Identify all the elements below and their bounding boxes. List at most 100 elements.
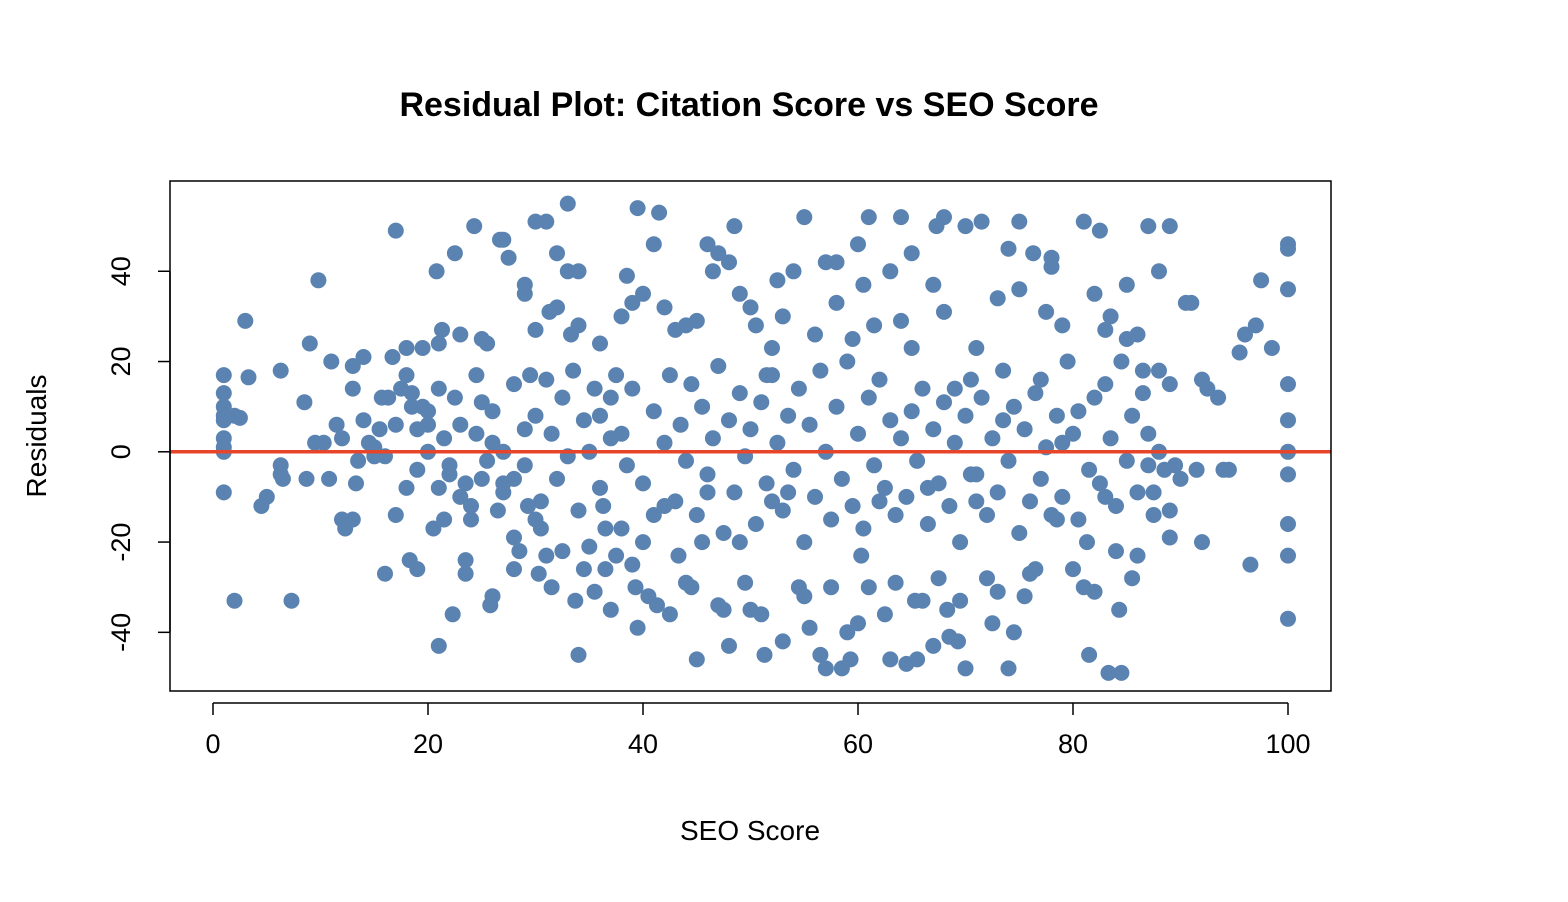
data-point: [570, 646, 587, 663]
data-point: [1102, 308, 1119, 325]
data-point: [434, 321, 450, 338]
data-point: [753, 606, 770, 623]
data-point: [215, 484, 232, 501]
data-point: [1011, 281, 1028, 298]
data-point: [436, 511, 453, 528]
data-point: [914, 592, 931, 609]
data-point: [506, 561, 522, 578]
data-point: [1065, 425, 1081, 442]
data-point: [844, 498, 861, 514]
data-point: [731, 285, 748, 302]
data-point: [624, 294, 641, 311]
data-point: [801, 416, 818, 433]
data-point: [1263, 340, 1280, 356]
data-point: [1161, 502, 1178, 519]
data-point: [688, 312, 705, 329]
data-point: [516, 457, 533, 474]
data-point: [1081, 461, 1098, 478]
data-point: [1161, 529, 1178, 546]
data-point: [694, 534, 711, 551]
data-point: [651, 204, 668, 221]
data-point: [1247, 317, 1264, 334]
data-point: [1075, 213, 1092, 230]
data-point: [613, 308, 630, 325]
y-tick-label: 20: [106, 347, 136, 377]
y-axis-label: Residuals: [21, 375, 52, 498]
data-point: [1280, 466, 1296, 483]
data-point: [882, 651, 899, 668]
y-tick-label: 40: [106, 256, 136, 286]
data-point: [226, 592, 243, 609]
data-point: [1108, 498, 1124, 514]
data-point: [774, 633, 791, 650]
x-tick-label: 100: [1265, 729, 1310, 759]
data-point: [1140, 457, 1157, 474]
data-point: [796, 588, 813, 605]
data-point: [538, 547, 555, 564]
data-point: [946, 380, 963, 397]
data-point: [731, 534, 748, 551]
data-point: [1081, 646, 1098, 663]
data-point: [645, 403, 662, 420]
data-point: [1134, 385, 1151, 402]
data-point: [828, 398, 845, 415]
data-point: [602, 430, 619, 447]
data-point: [699, 466, 716, 483]
data-point: [957, 218, 974, 235]
data-point: [710, 245, 727, 262]
data-point: [968, 493, 985, 510]
data-point: [554, 389, 571, 406]
data-point: [667, 493, 684, 510]
data-point: [952, 592, 969, 609]
data-point: [1140, 218, 1157, 235]
data-point: [1129, 484, 1146, 501]
data-point: [769, 434, 786, 451]
data-point: [1027, 561, 1044, 578]
data-point: [520, 498, 536, 514]
data-point: [780, 407, 797, 424]
data-point: [925, 276, 942, 293]
data-point: [909, 452, 926, 469]
data-point: [839, 624, 856, 641]
data-point: [310, 272, 327, 289]
data-point: [1280, 376, 1296, 393]
data-point: [833, 470, 850, 487]
data-point: [1242, 556, 1259, 573]
data-point: [446, 389, 463, 406]
data-point: [403, 385, 420, 402]
data-point: [1086, 389, 1103, 406]
data-point: [1111, 601, 1128, 618]
data-point: [672, 416, 689, 433]
data-point: [618, 267, 635, 284]
data-point: [414, 340, 431, 356]
data-point: [387, 507, 404, 523]
data-point: [936, 303, 952, 320]
data-point: [321, 470, 338, 487]
data-point: [430, 380, 447, 397]
data-point: [380, 389, 397, 406]
data-point: [344, 380, 361, 397]
data-point: [371, 421, 388, 438]
data-point: [1161, 218, 1178, 235]
data-point: [828, 294, 845, 311]
data-point: [597, 520, 614, 537]
data-point: [968, 466, 985, 483]
data-point: [298, 470, 315, 487]
data-point: [215, 385, 232, 402]
data-point: [764, 367, 780, 384]
data-point: [989, 290, 1006, 307]
data-point: [608, 547, 625, 564]
data-point: [898, 488, 915, 505]
data-point: [463, 498, 479, 514]
data-point: [1199, 380, 1216, 397]
data-point: [1032, 470, 1049, 487]
data-point: [769, 272, 786, 289]
points-layer: [215, 195, 1296, 681]
data-point: [876, 606, 893, 623]
data-point: [995, 412, 1012, 429]
data-point: [409, 561, 426, 578]
data-point: [1022, 493, 1038, 510]
data-point: [1237, 326, 1253, 343]
data-point: [871, 371, 888, 388]
